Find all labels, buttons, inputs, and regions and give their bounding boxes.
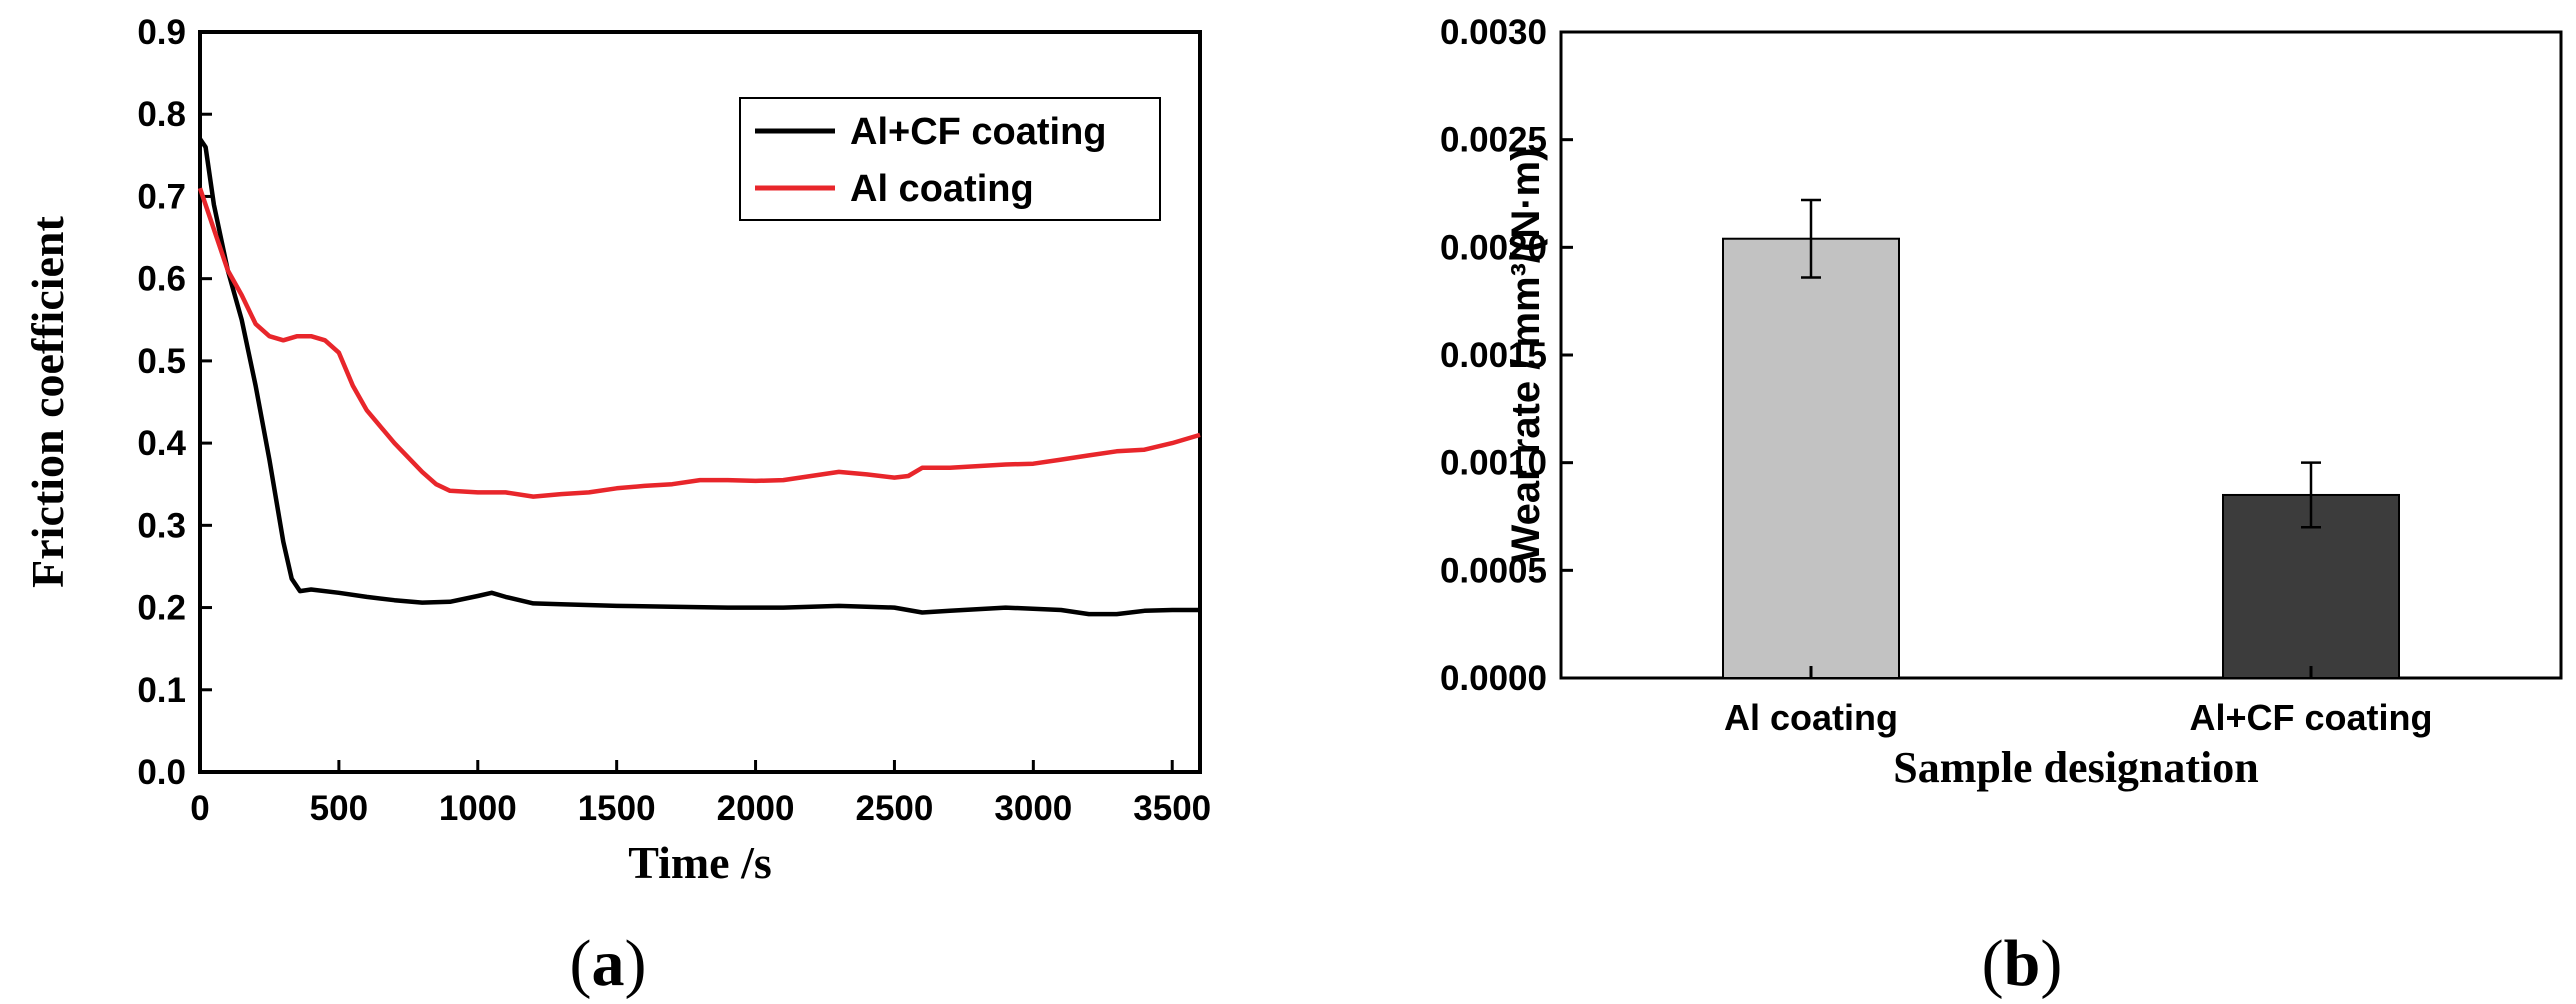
series-line-al-cf-coating <box>198 137 1200 617</box>
wear-y-tick-label: 0.0015 <box>1440 336 1547 375</box>
wear-y-axis-label: Wear rate / mm³/(N·m) <box>1504 148 1548 563</box>
friction-y-tick-label: 0.9 <box>137 13 186 52</box>
friction-x-tick-label: 3000 <box>994 789 1072 828</box>
friction-y-tick-label: 0.5 <box>137 342 186 381</box>
legend-label-al: Al coating <box>850 168 1034 210</box>
friction-x-tick-label: 3500 <box>1133 789 1211 828</box>
friction-x-tick-label: 2000 <box>717 789 795 828</box>
wear-plot-frame <box>1559 30 2563 680</box>
wear-x-tick-label: Al+CF coating <box>2189 697 2432 738</box>
wear-rate-chart: 0.0000 0.0005 0.0010 0.0015 0.0020 0.0025 0.00… <box>1440 13 2563 1000</box>
friction-y-tick-label: 0.3 <box>137 506 186 545</box>
wear-x-tick-label: Al coating <box>1724 697 1898 738</box>
wear-y-tick-label: 0.0025 <box>1440 121 1547 160</box>
series-line-al-coating <box>197 187 1201 499</box>
friction-plot-frame <box>198 30 1202 774</box>
friction-y-axis-label: Friction coefficient <box>22 215 73 587</box>
friction-x-tick-label: 1000 <box>439 789 517 828</box>
wear-x-axis-label: Sample designation <box>1893 743 2259 792</box>
wear-y-tick-label: 0.0020 <box>1440 228 1547 267</box>
friction-y-tick-label: 0.1 <box>137 671 186 710</box>
wear-y-tick-label: 0.0005 <box>1440 551 1547 590</box>
friction-legend-box <box>739 97 1161 221</box>
friction-x-tick-label: 0 <box>190 789 209 828</box>
friction-y-tick-label: 0.0 <box>137 753 186 792</box>
friction-y-tick-label: 0.6 <box>137 260 186 299</box>
wear-y-tick-label: 0.0010 <box>1440 444 1547 483</box>
friction-y-tick-label: 0.7 <box>137 177 186 216</box>
bar-al-coating <box>1722 237 1900 679</box>
friction-x-tick-label: 2500 <box>856 789 934 828</box>
friction-x-tick-label: 500 <box>310 789 368 828</box>
panel-label-b: (b) <box>1982 927 2063 1000</box>
friction-y-tick-label: 0.2 <box>137 589 186 628</box>
panel-label-a: (a) <box>570 927 647 1000</box>
friction-chart: 0 500 1000 1500 2000 2500 3000 3500 0.0 0.1 0.2 0.3… <box>22 13 1211 1000</box>
wear-y-tick-label: 0.0030 <box>1440 13 1547 52</box>
friction-x-tick-label: 1500 <box>578 789 656 828</box>
friction-y-tick-label: 0.8 <box>137 95 186 134</box>
legend-label-al-cf: Al+CF coating <box>850 111 1107 153</box>
friction-legend: Al+CF coating Al coating <box>739 97 1161 221</box>
friction-x-axis-label: Time /s <box>628 837 772 888</box>
wear-y-tick-label: 0.0000 <box>1440 659 1547 698</box>
friction-y-tick-label: 0.4 <box>137 424 186 463</box>
